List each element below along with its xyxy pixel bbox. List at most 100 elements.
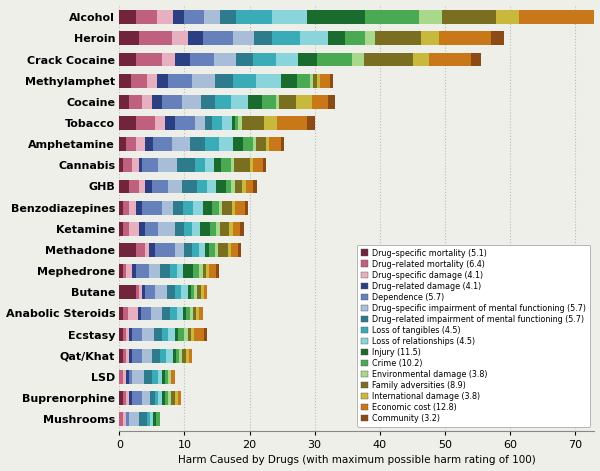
Bar [175,391,178,405]
Bar [254,32,272,45]
Bar [183,264,193,278]
Bar [119,328,122,341]
Bar [214,53,236,66]
Bar [119,412,122,426]
Bar [167,285,175,299]
Bar [145,137,153,151]
Bar [245,179,253,194]
Bar [203,264,206,278]
Bar [152,370,158,384]
Bar [253,158,263,172]
Bar [172,137,190,151]
Bar [209,243,215,257]
Bar [344,32,365,45]
Bar [218,243,228,257]
Bar [193,201,203,214]
Bar [155,285,167,299]
Bar [142,285,145,299]
Bar [365,32,375,45]
Bar [139,179,145,194]
Bar [142,391,150,405]
Bar [181,285,188,299]
Bar [230,158,234,172]
Bar [119,264,122,278]
Bar [129,391,133,405]
Bar [204,10,220,24]
Bar [184,222,192,236]
Bar [165,391,168,405]
Bar [119,222,122,236]
Bar [176,264,183,278]
Bar [175,328,178,341]
Bar [155,243,175,257]
Bar [179,349,182,363]
Bar [178,328,184,341]
Bar [413,53,429,66]
Bar [160,349,166,363]
Bar [200,95,215,109]
Bar [234,158,250,172]
Bar [126,349,129,363]
Bar [491,32,504,45]
Bar [152,179,168,194]
Bar [222,201,232,214]
Bar [152,95,161,109]
Bar [277,116,307,130]
Bar [265,116,277,130]
Bar [161,391,165,405]
Bar [217,222,220,236]
Bar [136,201,142,214]
Bar [205,137,219,151]
Bar [320,74,329,88]
Bar [126,370,129,384]
Bar [119,179,129,194]
Bar [161,201,173,214]
Bar [205,243,209,257]
Bar [142,349,152,363]
Bar [165,370,168,384]
Bar [204,285,207,299]
Bar [269,137,281,151]
Bar [122,201,129,214]
Bar [153,137,172,151]
Bar [241,222,244,236]
Bar [193,307,196,320]
Bar [375,32,421,45]
Bar [145,179,152,194]
Bar [168,179,182,194]
Bar [145,243,149,257]
Bar [176,349,179,363]
Bar [276,95,280,109]
Bar [235,116,238,130]
Bar [220,10,236,24]
Bar [157,412,160,426]
Bar [266,137,269,151]
Bar [281,137,284,151]
Bar [263,158,266,172]
Bar [168,74,192,88]
Bar [119,137,126,151]
Bar [129,412,139,426]
Bar [176,307,183,320]
Bar [231,95,248,109]
Bar [215,95,231,109]
Bar [182,95,200,109]
Bar [238,243,241,257]
Bar [158,158,176,172]
Bar [122,370,126,384]
Bar [136,116,155,130]
Bar [142,95,152,109]
Bar [235,201,245,214]
Bar [151,307,163,320]
Bar [231,179,235,194]
Bar [141,307,151,320]
Bar [165,116,175,130]
Bar [233,137,243,151]
Bar [298,53,317,66]
Bar [176,158,195,172]
Bar [200,285,204,299]
Bar [212,201,219,214]
Bar [194,328,204,341]
Bar [173,349,176,363]
Bar [122,264,126,278]
